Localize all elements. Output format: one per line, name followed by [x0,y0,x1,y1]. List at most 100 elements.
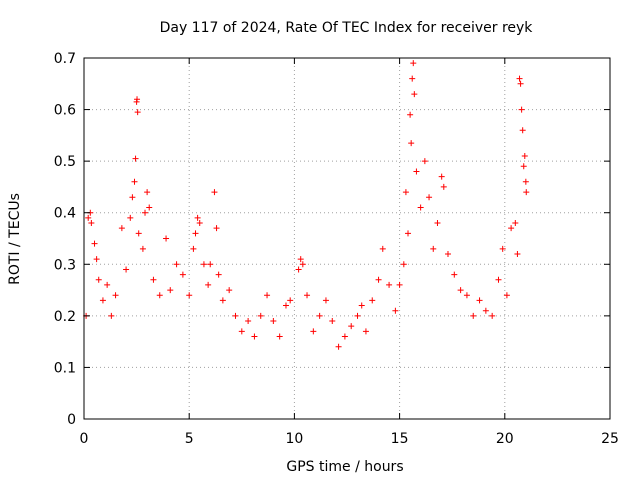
data-point [379,245,386,252]
data-point [304,292,311,299]
data-point [322,297,329,304]
data-point [411,91,418,98]
data-point [196,220,203,227]
data-point [104,281,111,288]
x-tick-label: 20 [496,431,514,447]
data-point [245,318,252,325]
data-point [438,173,445,180]
data-point [95,276,102,283]
data-point [335,343,342,350]
data-point [88,220,95,227]
data-point [270,318,277,325]
y-axis-title: ROTI / TECUs [7,193,23,285]
data-point [118,225,125,232]
data-point [520,163,527,170]
data-point [93,256,100,263]
data-point [470,312,477,319]
data-point [316,312,323,319]
data-point [134,109,141,116]
x-tick-label: 15 [391,431,409,447]
data-point [238,328,245,335]
y-tick-label: 0.5 [54,154,76,170]
data-point [518,106,525,113]
data-point [421,158,428,165]
data-point [156,292,163,299]
x-tick-label: 0 [80,431,89,447]
y-tick-label: 0.2 [54,309,76,325]
data-point [264,292,271,299]
data-point [408,140,415,147]
data-point [426,194,433,201]
data-point [132,155,139,162]
data-point [91,240,98,247]
data-point [129,194,136,201]
data-point [369,297,376,304]
data-point [215,271,222,278]
data-point [386,281,393,288]
x-tick-label: 5 [185,431,194,447]
data-point [146,204,153,211]
x-tick-label: 25 [601,431,619,447]
data-point [179,271,186,278]
data-point [329,318,336,325]
data-point [514,250,521,257]
data-point [150,276,157,283]
data-point [463,292,470,299]
plot-frame [83,57,611,420]
data-point [430,245,437,252]
data-point [434,220,441,227]
points-layer [83,60,530,350]
y-tick-label: 0.6 [54,103,76,119]
data-point [410,60,417,67]
data-point [499,245,506,252]
data-point [392,307,399,314]
data-point [134,96,141,103]
data-point [417,204,424,211]
data-point [205,281,212,288]
data-point [251,333,258,340]
data-point [194,214,201,221]
data-point [516,75,523,82]
y-tick-label: 0 [67,412,76,428]
data-point [444,250,451,257]
data-point [139,245,146,252]
x-tick-label: 10 [285,431,303,447]
y-tick-label: 0.3 [54,257,76,273]
data-point [362,328,369,335]
data-point [523,189,530,196]
data-point [142,209,149,216]
data-point [522,178,529,185]
data-point [85,214,92,221]
data-point [348,323,355,330]
data-point [495,276,502,283]
data-point [167,287,174,294]
y-tick-label: 0.4 [54,206,76,222]
data-point [482,307,489,314]
data-point [512,220,519,227]
data-point [341,333,348,340]
data-point [297,256,304,263]
data-point [375,276,382,283]
data-point [489,312,496,319]
data-point [190,245,197,252]
data-point [396,281,403,288]
data-point [127,214,134,221]
data-point [257,312,264,319]
data-point [519,127,526,134]
data-point [276,333,283,340]
data-point [200,261,207,268]
data-point [476,297,483,304]
data-point [299,261,306,268]
data-point [226,287,233,294]
data-point [219,297,226,304]
data-point [451,271,458,278]
data-point [173,261,180,268]
data-point [517,80,524,87]
data-point [186,292,193,299]
y-tick-label: 0.7 [54,51,76,67]
data-point [211,189,218,196]
data-point [131,178,138,185]
data-point [108,312,115,319]
data-point [163,235,170,242]
data-point [358,302,365,309]
